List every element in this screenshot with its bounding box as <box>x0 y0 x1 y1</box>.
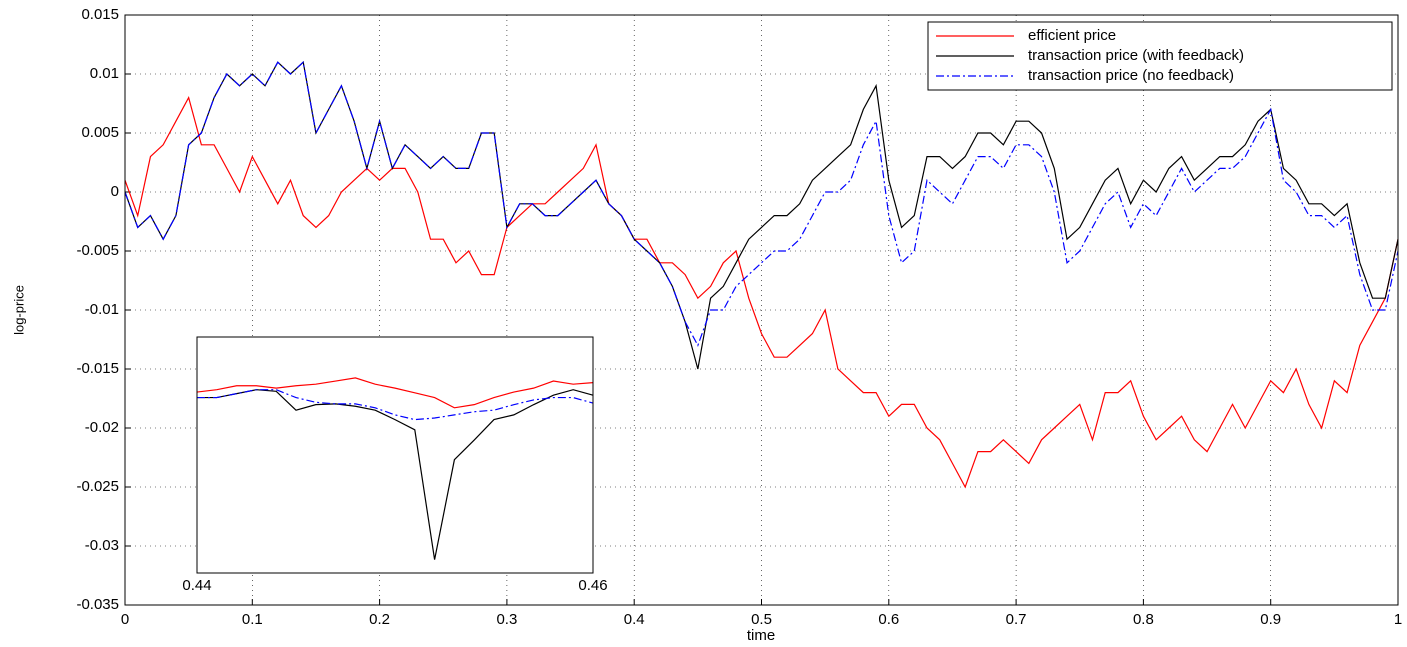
legend-label: transaction price (with feedback) <box>1028 47 1244 64</box>
y-tick-label: -0.02 <box>85 419 119 436</box>
axes-frame <box>124 14 1399 606</box>
y-tick-label: 0.005 <box>81 124 119 141</box>
x-tick-label: 0.7 <box>1006 611 1027 628</box>
legend-label: transaction price (no feedback) <box>1028 67 1234 84</box>
y-tick-label: -0.015 <box>76 360 119 377</box>
x-tick-label: 0.6 <box>878 611 899 628</box>
x-tick-label: 0 <box>121 611 129 628</box>
plot-area <box>197 337 593 573</box>
legend-label: efficient price <box>1028 27 1116 44</box>
x-tick-label: 0.44 <box>182 577 211 594</box>
series-line <box>124 61 1399 347</box>
x-tick-label: 0.2 <box>369 611 390 628</box>
y-tick-label: -0.035 <box>76 596 119 613</box>
x-tick-label: 0.3 <box>496 611 517 628</box>
x-tick-label: 0.4 <box>624 611 645 628</box>
y-axis-label: log-price <box>11 285 26 335</box>
y-tick-label: -0.03 <box>85 537 119 554</box>
series-line <box>196 377 594 409</box>
x-axis-label: time <box>747 627 775 644</box>
y-tick-label: -0.005 <box>76 242 119 259</box>
series-line <box>124 95 1399 489</box>
x-tick-label: 0.5 <box>751 611 772 628</box>
axes-frame <box>196 336 594 574</box>
x-tick-label: 0.8 <box>1133 611 1154 628</box>
y-tick-label: -0.01 <box>85 301 119 318</box>
series-line <box>197 389 594 421</box>
x-tick-label: 0.1 <box>242 611 263 628</box>
x-tick-label: 0.9 <box>1260 611 1281 628</box>
x-tick-label: 0.46 <box>578 577 607 594</box>
y-tick-label: 0.01 <box>90 65 119 82</box>
y-tick-label: -0.025 <box>76 478 119 495</box>
x-tick-label: 1 <box>1394 611 1402 628</box>
y-tick-label: 0 <box>111 183 119 200</box>
y-tick-label: 0.015 <box>81 6 119 23</box>
